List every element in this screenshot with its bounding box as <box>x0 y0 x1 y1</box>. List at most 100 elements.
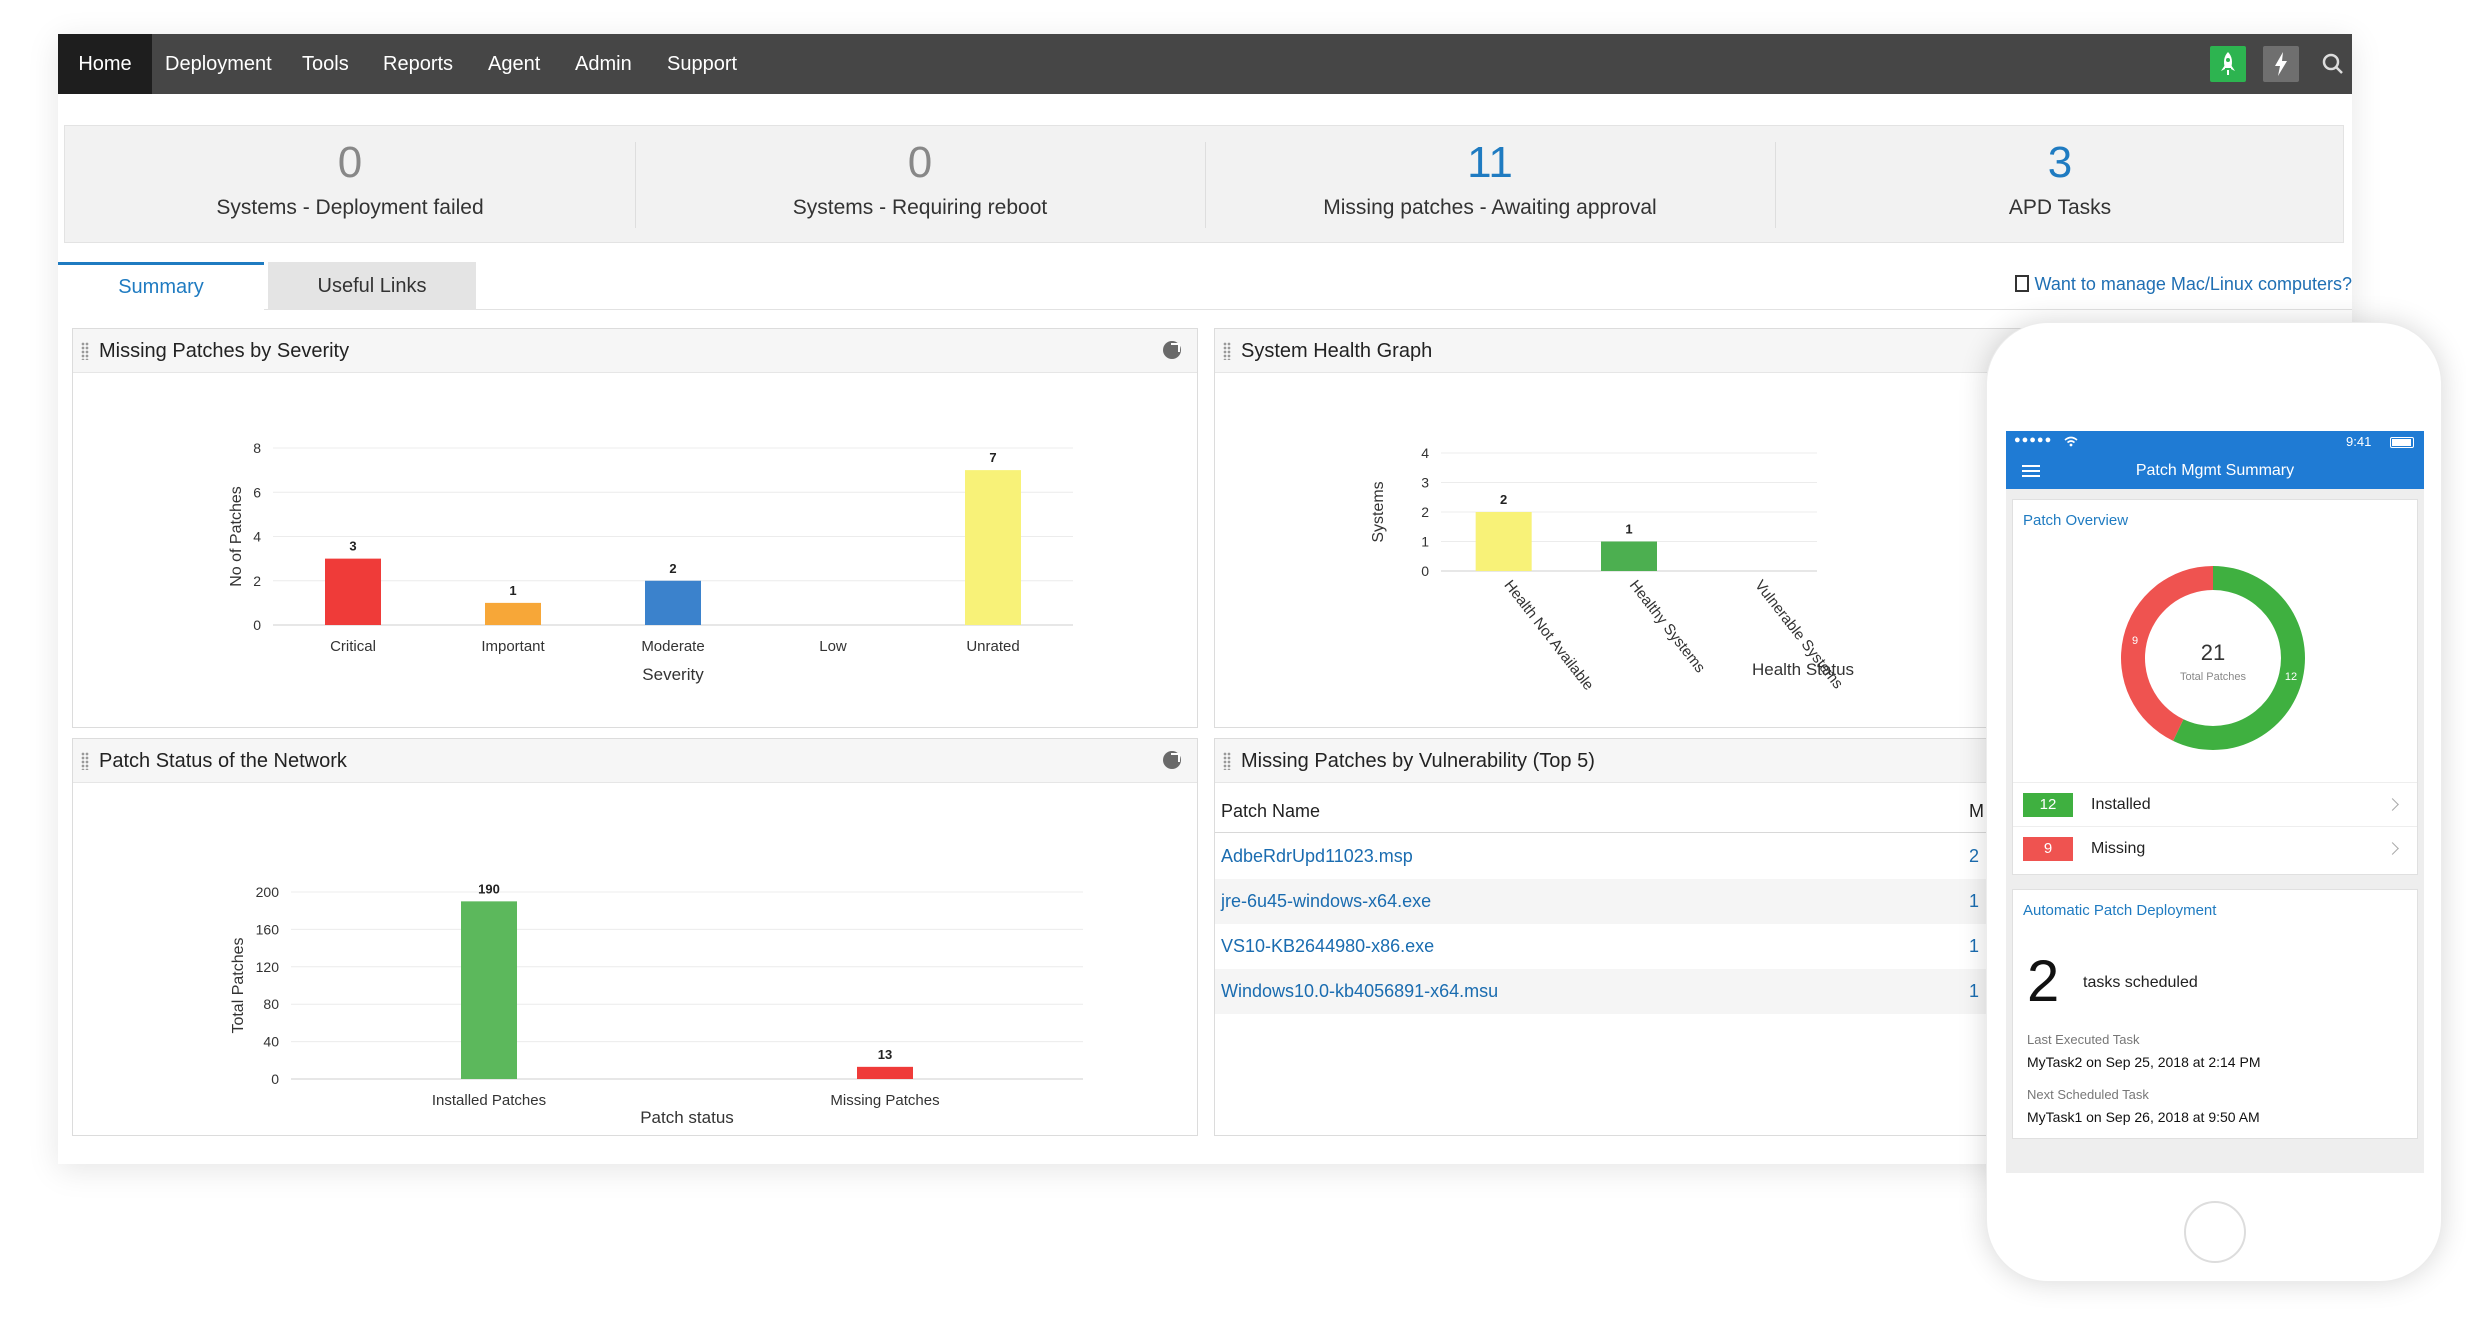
search-icon[interactable] <box>2315 46 2351 82</box>
battery-icon <box>2390 437 2414 448</box>
drag-handle-icon[interactable] <box>81 752 89 770</box>
pie-chart-icon[interactable] <box>1163 341 1181 359</box>
pie-chart-icon[interactable] <box>1163 751 1181 769</box>
stat-value: 3 <box>2047 138 2073 187</box>
drag-handle-icon[interactable] <box>1223 342 1231 360</box>
x-tick-label: Moderate <box>641 638 704 655</box>
patch-count-link[interactable]: 1 <box>1969 981 1980 1001</box>
panel-header: Patch Status of the Network <box>73 739 1197 783</box>
x-tick-label: Low <box>819 638 847 655</box>
panel-title: Missing Patches by Severity <box>99 340 350 362</box>
y-tick-label: 0 <box>253 617 261 633</box>
hamburger-menu-icon[interactable] <box>2022 465 2040 477</box>
y-tick-label: 3 <box>1421 475 1429 491</box>
y-tick-label: 6 <box>253 484 261 500</box>
data-label: 1 <box>509 583 516 598</box>
donut-total-label: Total Patches <box>2180 671 2247 683</box>
x-tick-label: Healthy Systems <box>1626 577 1709 676</box>
phone-home-button[interactable] <box>2184 1201 2246 1263</box>
header-missing[interactable]: M <box>1969 801 1984 821</box>
tab-summary[interactable]: Summary <box>58 262 264 310</box>
patch-name-link[interactable]: Windows10.0-kb4056891-x64.msu <box>1221 981 1499 1001</box>
x-tick-label: Important <box>481 638 545 655</box>
phone-time: 9:41 <box>2346 434 2372 449</box>
apd-count-label: tasks scheduled <box>2083 974 2198 991</box>
rocket-icon[interactable] <box>2210 46 2246 82</box>
stat-awaiting-approval[interactable]: 11 Missing patches - Awaiting approval <box>1205 126 1775 244</box>
nav-admin[interactable]: Admin <box>575 53 632 75</box>
divider <box>1775 142 1776 228</box>
nav-reports[interactable]: Reports <box>383 53 454 75</box>
legend-label: Installed <box>2091 796 2151 813</box>
patch-count-link[interactable]: 2 <box>1969 846 1980 866</box>
x-tick-label: Critical <box>330 638 376 655</box>
tab-useful-links[interactable]: Useful Links <box>268 262 476 310</box>
phone-mockup: ●●●●● 9:41 Patch Mgmt Summary Patch Over… <box>1986 322 2442 1282</box>
y-tick-label: 4 <box>253 529 261 545</box>
header-patch-name[interactable]: Patch Name <box>1221 801 1321 821</box>
x-tick-label: Health Not Available <box>1501 577 1597 694</box>
y-tick-label: 40 <box>263 1034 279 1050</box>
apd-task-count: 2 <box>2027 949 2060 1014</box>
next-scheduled-value: MyTask1 on Sep 26, 2018 at 9:50 AM <box>2027 1109 2260 1125</box>
y-axis-title: Total Patches <box>230 937 247 1033</box>
card-title: Automatic Patch Deployment <box>2023 902 2217 919</box>
stat-apd-tasks[interactable]: 3 APD Tasks <box>1775 126 2345 244</box>
stat-value: 11 <box>1467 138 1513 187</box>
stat-label: Systems - Deployment failed <box>216 196 484 219</box>
y-tick-label: 4 <box>1421 445 1429 461</box>
bar-critical <box>325 558 381 625</box>
x-tick-label: Installed Patches <box>432 1092 546 1109</box>
y-tick-label: 1 <box>1421 534 1429 550</box>
bar-moderate <box>645 580 701 625</box>
bar-healthy-systems <box>1601 541 1657 571</box>
drag-handle-icon[interactable] <box>81 342 89 360</box>
stat-requiring-reboot[interactable]: 0 Systems - Requiring reboot <box>635 126 1205 244</box>
top-navbar: Home Deployment Tools Reports Agent Admi… <box>58 34 2352 94</box>
donut-total: 21 <box>2201 640 2225 665</box>
patch-name-link[interactable]: AdbeRdrUpd11023.msp <box>1221 846 1413 866</box>
nav-deployment[interactable]: Deployment <box>165 53 272 75</box>
x-tick-label: Missing Patches <box>830 1092 939 1109</box>
panel-missing-patches-severity: Missing Patches by Severity 0 2 4 6 8 3 Critic… <box>72 328 1198 728</box>
missing-count-badge: 9 <box>2023 837 2073 861</box>
slice-label: 9 <box>2132 635 2138 647</box>
drag-handle-icon[interactable] <box>1223 752 1231 770</box>
stat-value: 0 <box>337 138 363 187</box>
next-scheduled-label: Next Scheduled Task <box>2027 1087 2149 1102</box>
panel-title: System Health Graph <box>1241 340 1433 362</box>
last-executed-value: MyTask2 on Sep 25, 2018 at 2:14 PM <box>2027 1054 2261 1070</box>
divider <box>1205 142 1206 228</box>
network-chart: 0 40 80 120 160 200 190 Installed Patches 13 Miss… <box>230 881 1083 1127</box>
nav-home[interactable]: Home <box>58 34 152 94</box>
mac-linux-link-text: Want to manage Mac/Linux computers? <box>2034 274 2353 294</box>
last-executed-label: Last Executed Task <box>2027 1032 2140 1047</box>
patch-count-link[interactable]: 1 <box>1969 891 1980 911</box>
x-tick-label: Unrated <box>966 638 1019 655</box>
legend-row-installed[interactable]: 12 Installed <box>2013 782 2417 826</box>
apd-card: Automatic Patch Deployment 2 tasks sched… <box>2012 889 2418 1139</box>
lightning-icon[interactable] <box>2263 46 2299 82</box>
table-row: VS10-KB2644980-x86.exe 1 <box>1215 924 2339 969</box>
divider <box>635 142 636 228</box>
bar-unrated <box>965 470 1021 625</box>
data-label: 2 <box>1500 492 1507 507</box>
wifi-icon <box>2064 436 2078 447</box>
nav-tools[interactable]: Tools <box>302 53 349 75</box>
data-label: 2 <box>669 561 676 576</box>
data-label: 190 <box>478 881 500 896</box>
signal-icon: ●●●●● <box>2014 434 2053 446</box>
stat-deployment-failed[interactable]: 0 Systems - Deployment failed <box>65 126 635 244</box>
mac-linux-link[interactable]: Want to manage Mac/Linux computers? <box>2014 274 2353 295</box>
patch-name-link[interactable]: VS10-KB2644980-x86.exe <box>1221 936 1435 956</box>
legend-row-missing[interactable]: 9 Missing <box>2013 826 2417 870</box>
patch-overview-card: Patch Overview 12 9 21 Total Patches 12 Ins… <box>2012 499 2418 875</box>
bar-missing-patches <box>857 1066 913 1079</box>
patch-count-link[interactable]: 1 <box>1969 936 1980 956</box>
patch-name-link[interactable]: jre-6u45-windows-x64.exe <box>1221 891 1432 911</box>
nav-agent[interactable]: Agent <box>488 53 541 75</box>
y-tick-label: 0 <box>1421 563 1429 579</box>
nav-support[interactable]: Support <box>667 53 738 75</box>
y-tick-label: 0 <box>271 1071 279 1087</box>
data-label: 3 <box>349 539 356 554</box>
